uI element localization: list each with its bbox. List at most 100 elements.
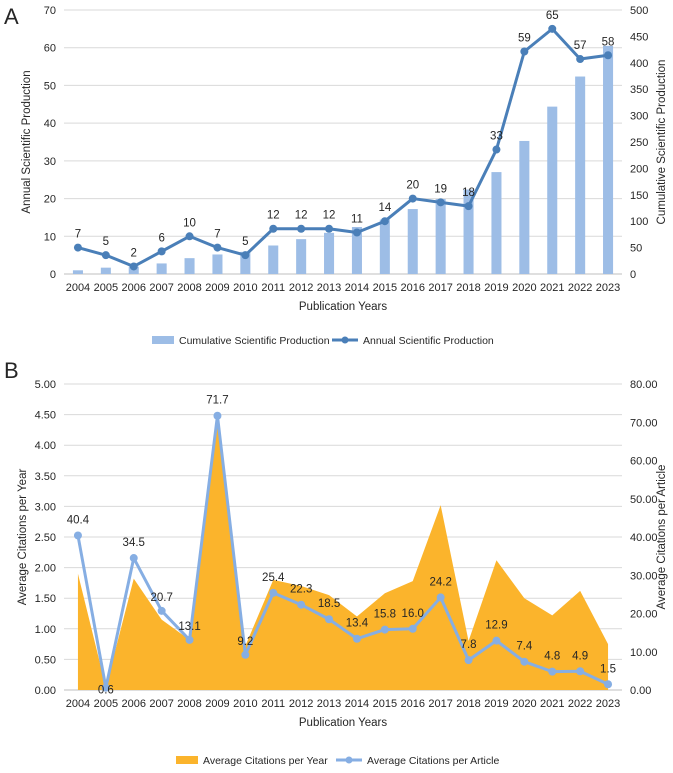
panel-a-y-axis-label: Annual Scientific Production <box>21 70 33 213</box>
y2-tick-label: 150 <box>630 190 648 202</box>
y-tick-label: 2.00 <box>35 563 56 575</box>
x-tick-label: 2019 <box>484 282 508 294</box>
x-tick-label: 2023 <box>596 698 620 710</box>
data-label: 2 <box>131 247 137 259</box>
bar <box>184 258 195 274</box>
panel-a-bars <box>72 45 614 275</box>
data-label: 57 <box>574 40 587 52</box>
panel-a-data-labels: 7 5 2 6 10 7 5 12 12 12 11 14 20 19 18 33 59 65 57 58 <box>75 10 615 260</box>
line-point <box>408 624 417 633</box>
x-tick-label: 2013 <box>317 282 341 294</box>
line-point <box>185 232 194 241</box>
data-label: 4.9 <box>572 650 588 662</box>
data-label: 15.8 <box>374 609 396 621</box>
line-point <box>548 24 557 33</box>
legend-swatch-bar <box>152 336 174 344</box>
line-point <box>241 251 250 260</box>
y-tick-label: 4.00 <box>35 440 56 452</box>
x-tick-label: 2009 <box>205 282 229 294</box>
line-point <box>73 531 82 540</box>
panel-b-data-labels: 40.4 0.6 34.5 20.7 13.1 71.7 9.2 25.4 22.3 18.5 13… <box>67 395 616 697</box>
x-tick-label: 2012 <box>289 698 313 710</box>
data-label: 10 <box>183 217 196 229</box>
x-tick-label: 2015 <box>373 282 397 294</box>
legend-swatch-marker <box>341 336 349 344</box>
bar <box>212 254 223 274</box>
data-label: 4.8 <box>544 651 560 663</box>
x-tick-label: 2008 <box>177 698 201 710</box>
panel-b-label: B <box>4 358 19 383</box>
line-point <box>380 217 389 226</box>
data-label: 12.9 <box>485 620 507 632</box>
x-tick-label: 2022 <box>568 282 592 294</box>
y-tick-label: 60 <box>44 43 56 55</box>
legend-label: Cumulative Scientific Production <box>179 335 330 347</box>
line-point <box>241 650 250 659</box>
x-tick-label: 2004 <box>66 698 90 710</box>
panel-a-y2-axis-label: Cumulative Scientific Production <box>656 60 668 225</box>
line-point <box>213 243 222 252</box>
line-point <box>548 667 557 676</box>
y2-tick-label: 70.00 <box>630 417 658 429</box>
y-tick-label: 4.50 <box>35 410 56 422</box>
y-tick-label: 40 <box>44 118 56 130</box>
x-tick-label: 2007 <box>149 698 173 710</box>
y-tick-label: 2.50 <box>35 532 56 544</box>
data-label: 12 <box>267 210 280 222</box>
line-point <box>297 224 306 233</box>
x-tick-label: 2014 <box>345 698 369 710</box>
bar <box>268 245 279 274</box>
panel-b-y-ticks: 0.00 0.50 1.00 1.50 2.00 2.50 3.00 3.50 4.00 4.50… <box>35 379 56 697</box>
y2-tick-label: 50.00 <box>630 494 658 506</box>
data-label: 40.4 <box>67 514 90 526</box>
panel-a-y-ticks: 0 10 20 30 40 50 60 70 <box>44 5 56 281</box>
line-point <box>129 262 138 271</box>
data-label: 0.6 <box>98 685 114 697</box>
y-tick-label: 70 <box>44 5 56 17</box>
bar <box>491 172 502 274</box>
line-point <box>101 251 110 260</box>
line-point <box>576 667 585 676</box>
x-tick-label: 2021 <box>540 282 564 294</box>
panel-b-line <box>73 411 613 692</box>
x-tick-label: 2015 <box>373 698 397 710</box>
y2-tick-label: 30.00 <box>630 570 658 582</box>
line-point <box>185 635 194 644</box>
data-label: 13.1 <box>178 621 200 633</box>
bar <box>547 106 558 275</box>
x-tick-label: 2008 <box>177 282 201 294</box>
bar <box>435 199 446 274</box>
data-label: 12 <box>323 210 336 222</box>
panel-b-x-ticks: 2004 2005 2006 2007 2008 2009 2010 2011 2012 2013… <box>66 698 621 710</box>
data-label: 5 <box>242 236 248 248</box>
line-point <box>520 657 529 666</box>
legend-swatch-area <box>176 756 198 764</box>
data-label: 7 <box>75 229 81 241</box>
bar <box>156 263 167 274</box>
panel-a-x-axis-label: Publication Years <box>299 301 387 313</box>
legend-label: Average Citations per Article <box>367 755 499 767</box>
data-label: 1.5 <box>600 663 616 675</box>
y2-tick-label: 20.00 <box>630 609 658 621</box>
line-point <box>492 145 501 154</box>
y2-tick-label: 80.00 <box>630 379 658 391</box>
line-point <box>380 625 389 634</box>
x-tick-label: 2016 <box>401 698 425 710</box>
panel-a-gridlines <box>64 9 622 275</box>
y-tick-label: 3.00 <box>35 501 56 513</box>
y2-tick-label: 50 <box>630 243 642 255</box>
y-tick-label: 1.00 <box>35 624 56 636</box>
panel-a-y2-ticks: 0 50 100 150 200 250 300 350 400 450 500 <box>630 5 648 281</box>
y2-tick-label: 60.00 <box>630 456 658 468</box>
panel-b-y-axis-label: Average Citations per Year <box>17 469 29 606</box>
panel-a-label: A <box>4 4 19 29</box>
x-tick-label: 2020 <box>512 282 536 294</box>
panel-b-y2-axis-label: Average Citations per Article <box>656 465 668 610</box>
x-tick-label: 2011 <box>261 282 285 294</box>
data-label: 11 <box>351 214 363 226</box>
y2-tick-label: 350 <box>630 84 648 96</box>
x-tick-label: 2011 <box>261 698 285 710</box>
line-point <box>73 243 82 252</box>
